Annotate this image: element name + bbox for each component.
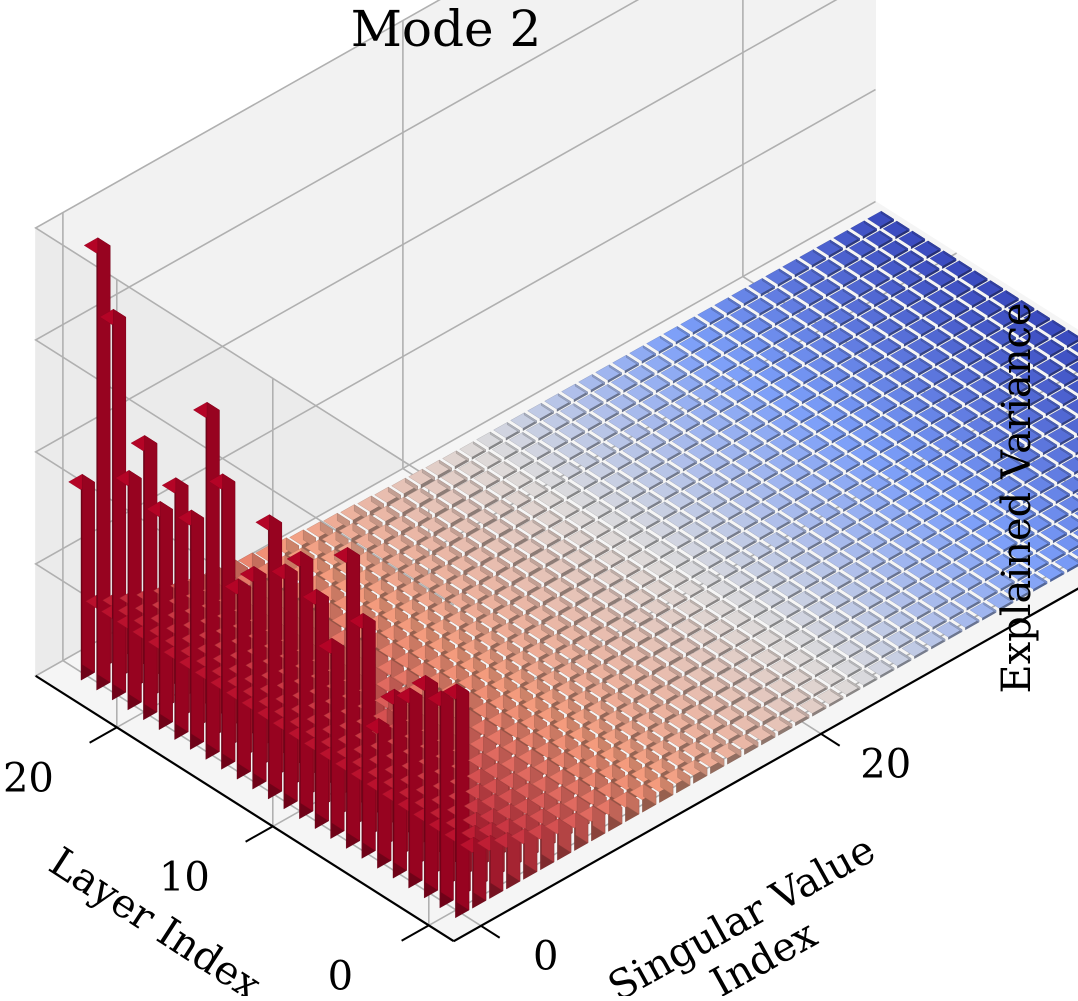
bar-front [410,688,422,881]
bar-front [238,579,250,772]
bar-front [82,474,94,672]
bar-front [332,638,344,831]
bar-front [129,470,141,702]
x-tick-label: 0 [328,953,353,996]
y-tick-label: 20 [860,742,911,788]
y-tick-label: 0 [533,934,558,980]
bar-front [223,474,235,762]
x-tick [402,925,429,940]
x-tick-label: 10 [159,854,210,900]
bar-front [379,718,391,860]
x-axis-label: Layer Index [41,839,269,996]
y-tick [821,734,840,746]
x-tick [90,727,117,742]
bar-front [191,510,203,742]
y-axis-label: Singular Value Index [601,826,905,996]
bar-front [457,684,469,910]
bar-front [347,547,359,841]
bar-front [285,564,297,802]
x-tick [246,826,273,841]
y-tick [481,926,500,938]
bar-front [145,435,157,712]
chart-title: Mode 2 [351,0,542,58]
bar-front [160,501,172,722]
bar-front [207,402,219,752]
bar-front [301,551,313,811]
bar-front [113,309,125,692]
bar-front [425,675,437,890]
x-tick-label: 20 [3,755,54,801]
z-axis-label: Explained Variance [994,302,1040,693]
bar-front [269,515,281,792]
bar-front [316,589,328,821]
